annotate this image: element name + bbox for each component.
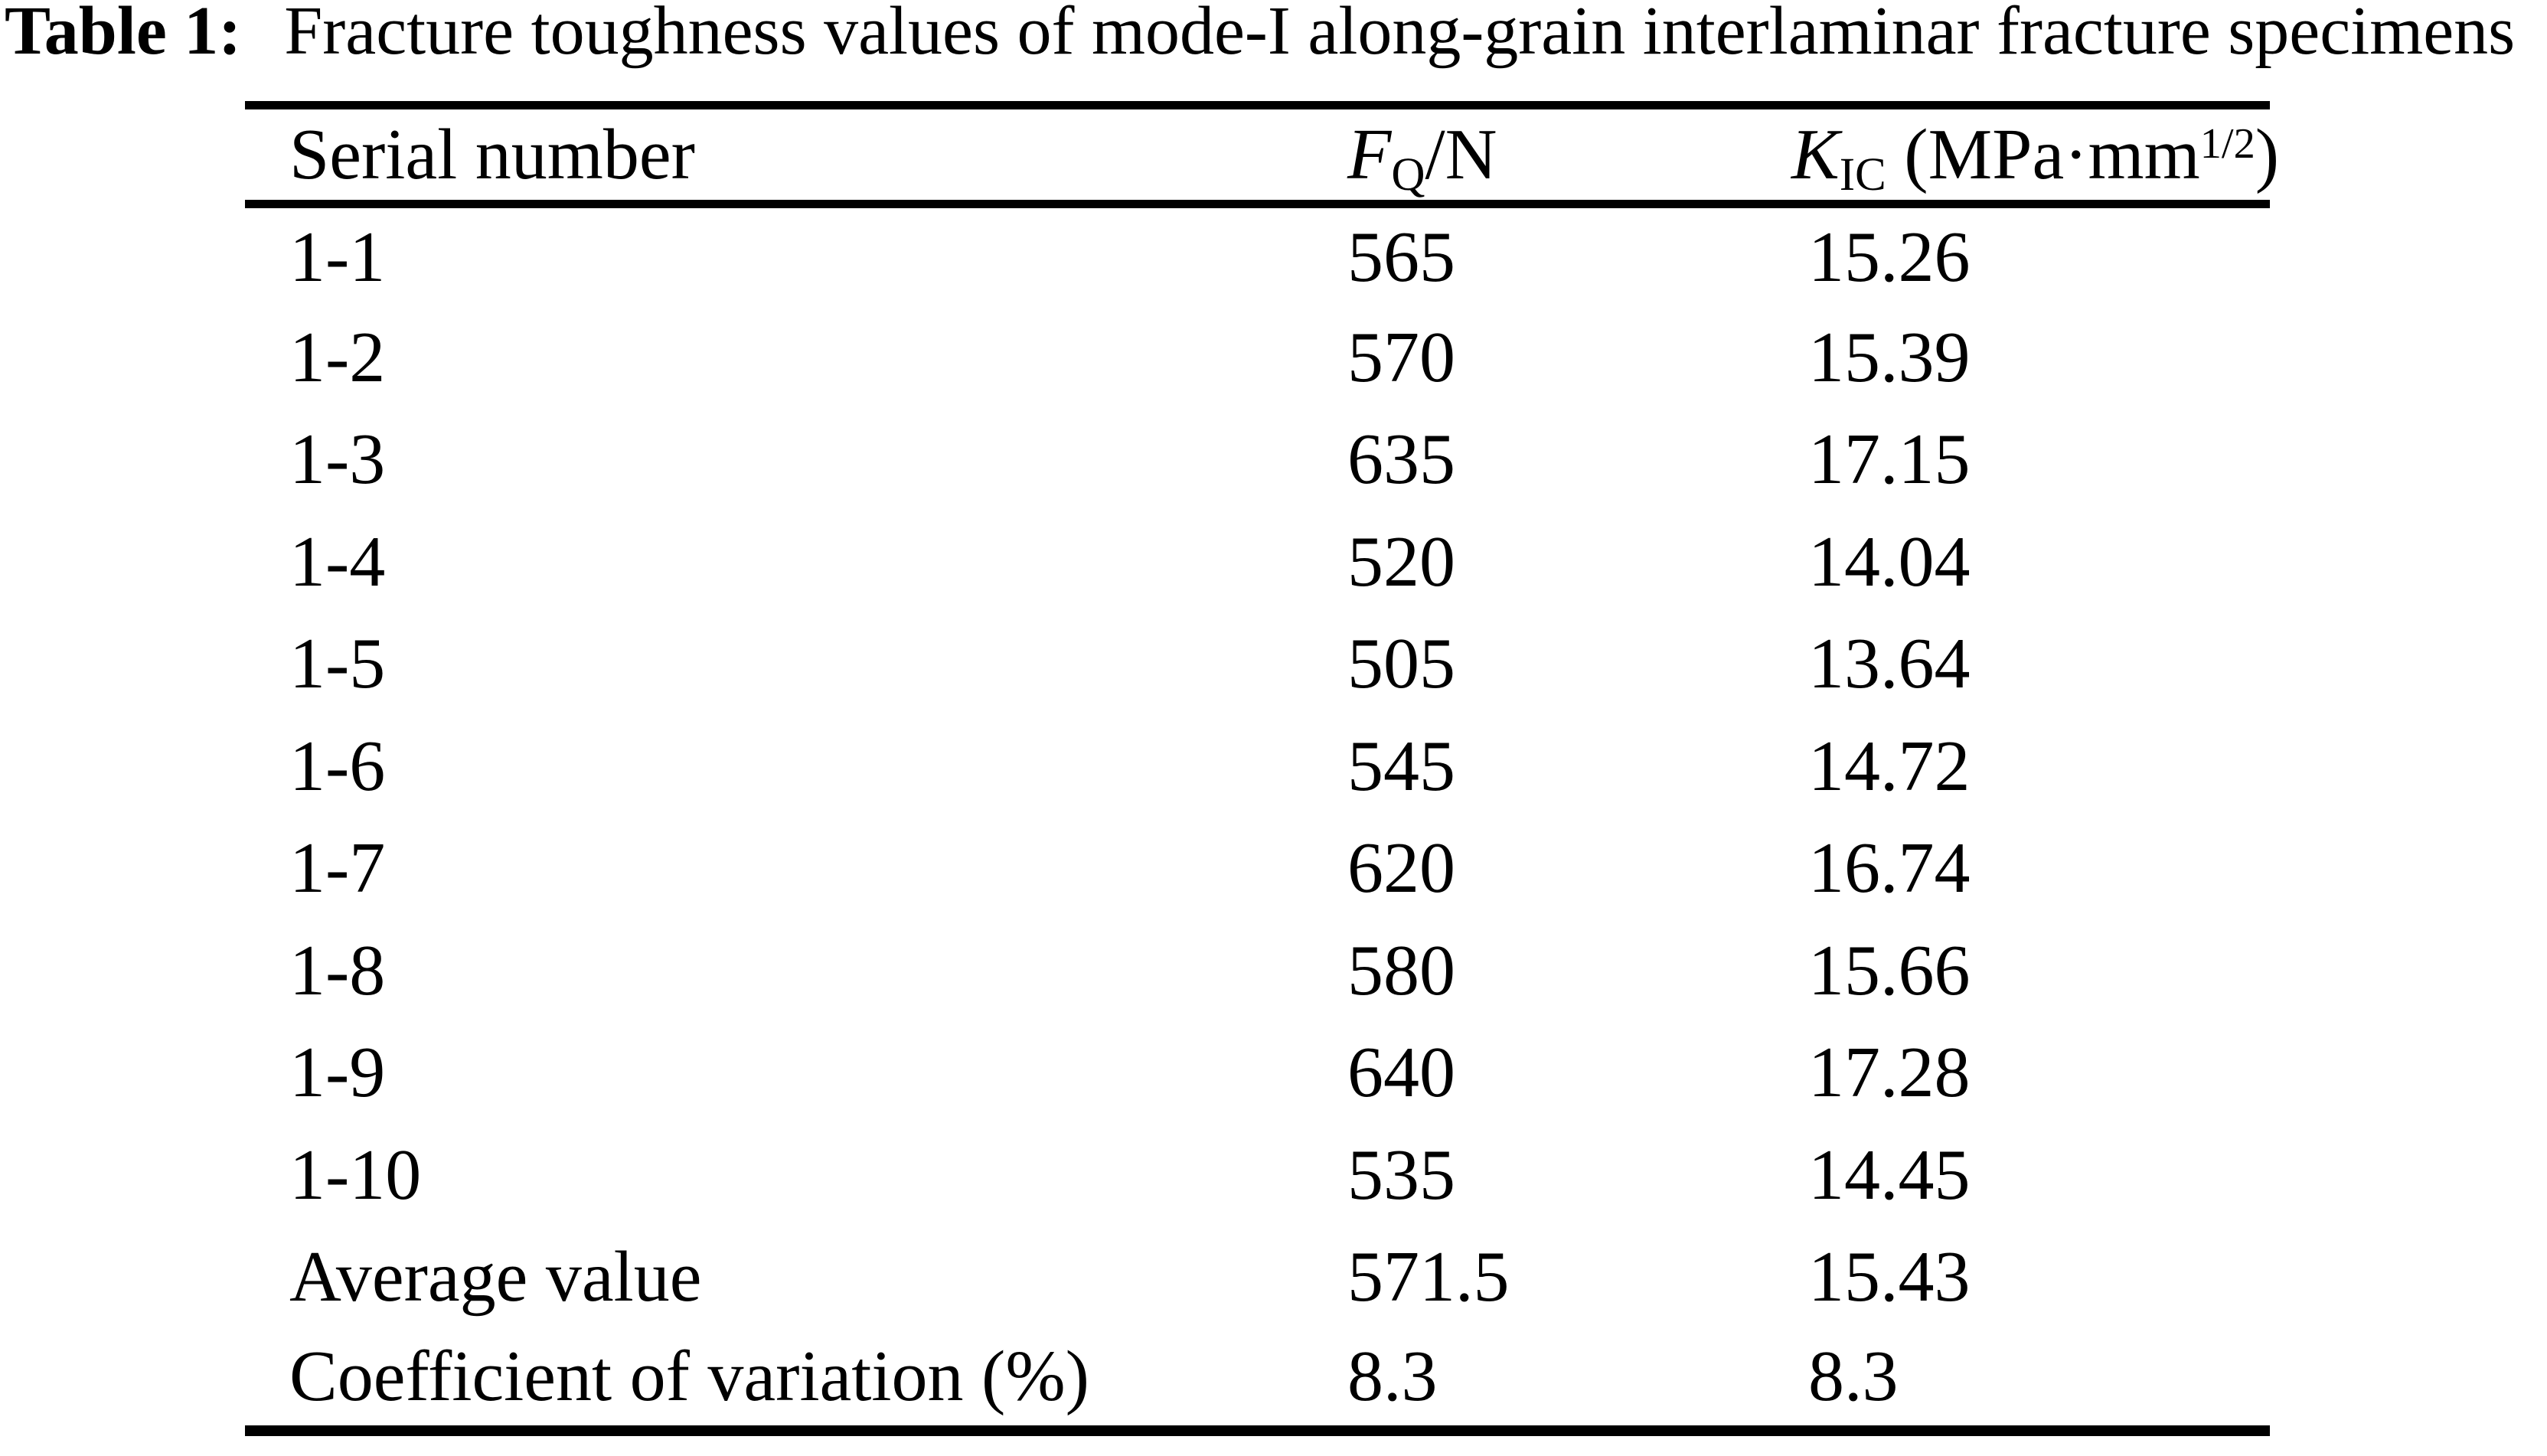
fq-cell: 8.3 [1347,1337,1438,1417]
serial-cell: 1-4 [289,521,386,602]
table-row-coefficient-of-variation: Coefficient of variation (%) 8.3 8.3 [245,1328,2270,1431]
fq-unit: /N [1425,115,1497,194]
header-serial-number: Serial number [289,115,695,194]
serial-cell: 1-5 [289,624,386,704]
serial-cell: 1-3 [289,419,386,500]
kic-cell: 14.04 [1808,521,1971,602]
table-row: 1-2 570 15.39 [245,306,2270,409]
kic-cell: 17.28 [1808,1033,1971,1113]
serial-cell: 1-8 [289,930,386,1010]
table-row: 1-5 505 13.64 [245,613,2270,716]
fq-symbol: F [1347,115,1392,194]
kic-exponent: 1/2 [2199,119,2255,168]
fracture-toughness-table: Serial number FQ/N KIC (MPa·mm1/2) 1-1 5… [245,101,2279,1436]
table-caption: Table 1: Fracture toughness values of mod… [5,0,2515,66]
table-header: Serial number FQ/N KIC (MPa·mm1/2) [245,106,2279,204]
fq-cell: 620 [1347,828,1455,909]
table-caption-label: Table 1: [5,0,242,69]
kic-subscript: IC [1839,149,1886,201]
kic-cell: 15.26 [1808,217,1971,297]
serial-cell: 1-1 [289,217,386,297]
serial-cell: Coefficient of variation (%) [289,1337,1089,1417]
kic-symbol: K [1791,115,1840,194]
table-row: 1-9 640 17.28 [245,1022,2270,1125]
table-row-average: Average value 571.5 15.43 [245,1226,2270,1329]
header-row: Serial number FQ/N KIC (MPa·mm1/2) [245,106,2279,204]
kic-unit-close: ) [2255,115,2280,194]
fq-cell: 535 [1347,1134,1455,1215]
fq-cell: 571.5 [1347,1237,1510,1317]
table-row: 1-7 620 16.74 [245,818,2270,920]
kic-cell: 15.66 [1808,930,1971,1010]
kic-cell: 8.3 [1808,1337,1899,1417]
kic-cell: 17.15 [1808,419,1971,500]
serial-cell: 1-2 [289,317,386,397]
table-row: 1-6 545 14.72 [245,715,2270,818]
kic-cell: 15.39 [1808,317,1971,397]
fq-cell: 520 [1347,521,1455,602]
kic-unit-open: (MPa·mm [1886,115,2200,194]
kic-cell: 14.45 [1808,1134,1971,1215]
header-kic: KIC (MPa·mm1/2) [1791,106,2279,204]
table-row: 1-1 565 15.26 [245,204,2270,307]
table-caption-text: Fracture toughness values of mode-I alon… [284,0,2516,69]
table-row: 1-10 535 14.45 [245,1124,2270,1226]
table-row: 1-8 580 15.66 [245,919,2270,1022]
kic-cell: 16.74 [1808,828,1971,909]
kic-cell: 15.43 [1808,1237,1971,1317]
fq-cell: 545 [1347,726,1455,806]
kic-cell: 14.72 [1808,726,1971,806]
fq-cell: 580 [1347,930,1455,1010]
fq-cell: 505 [1347,624,1455,704]
fq-cell: 635 [1347,419,1455,500]
table-body: 1-1 565 15.26 1-2 570 15.39 1-3 635 17.1… [245,204,2270,1431]
table-row: 1-3 635 17.15 [245,409,2270,511]
serial-cell: 1-6 [289,726,386,806]
serial-cell: 1-10 [289,1134,422,1215]
table-row: 1-4 520 14.04 [245,511,2270,613]
serial-cell: Average value [289,1237,702,1317]
header-fq: FQ/N [1347,106,1791,204]
serial-cell: 1-7 [289,828,386,909]
serial-cell: 1-9 [289,1033,386,1113]
fq-subscript: Q [1391,149,1425,201]
kic-cell: 13.64 [1808,624,1971,704]
fq-cell: 565 [1347,217,1455,297]
fq-cell: 640 [1347,1033,1455,1113]
fq-cell: 570 [1347,317,1455,397]
